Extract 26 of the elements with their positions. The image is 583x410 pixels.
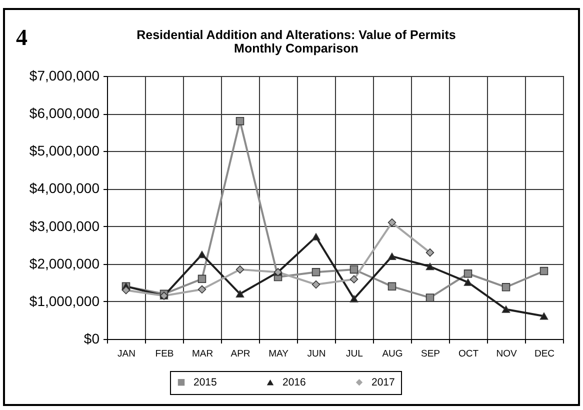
x-tick-label: AUG: [382, 348, 403, 360]
y-tick-label: $3,000,000: [29, 218, 100, 234]
x-tick-label: JUL: [346, 348, 363, 360]
y-tick-label: $7,000,000: [29, 68, 100, 84]
chart-subtitle: Monthly Comparison: [234, 42, 358, 56]
legend-label: 2017: [372, 376, 396, 388]
legend-label: 2016: [282, 376, 306, 388]
x-tick-label: JAN: [118, 348, 136, 360]
y-tick-label: $4,000,000: [29, 180, 100, 196]
y-tick-label: $1,000,000: [29, 292, 100, 309]
y-tick-label: $6,000,000: [29, 105, 100, 122]
x-tick-label: JUN: [307, 348, 326, 360]
x-tick-label: FEB: [155, 348, 174, 360]
x-tick-label: NOV: [496, 348, 518, 360]
x-tick-label: SEP: [420, 348, 440, 360]
x-tick-label: MAR: [192, 348, 214, 360]
y-tick-label: $5,000,000: [29, 142, 100, 159]
legend-label: 2015: [194, 376, 218, 388]
y-tick-label: $0: [84, 330, 100, 346]
x-tick-label: OCT: [458, 348, 479, 360]
text: 4: [16, 25, 28, 50]
chart-title: Residential Addition and Alterations: Value of Permits: [136, 28, 456, 42]
y-tick-label: $2,000,000: [29, 255, 100, 272]
x-tick-label: MAY: [268, 348, 290, 360]
x-tick-label: APR: [230, 348, 250, 360]
x-tick-label: DEC: [534, 348, 555, 360]
